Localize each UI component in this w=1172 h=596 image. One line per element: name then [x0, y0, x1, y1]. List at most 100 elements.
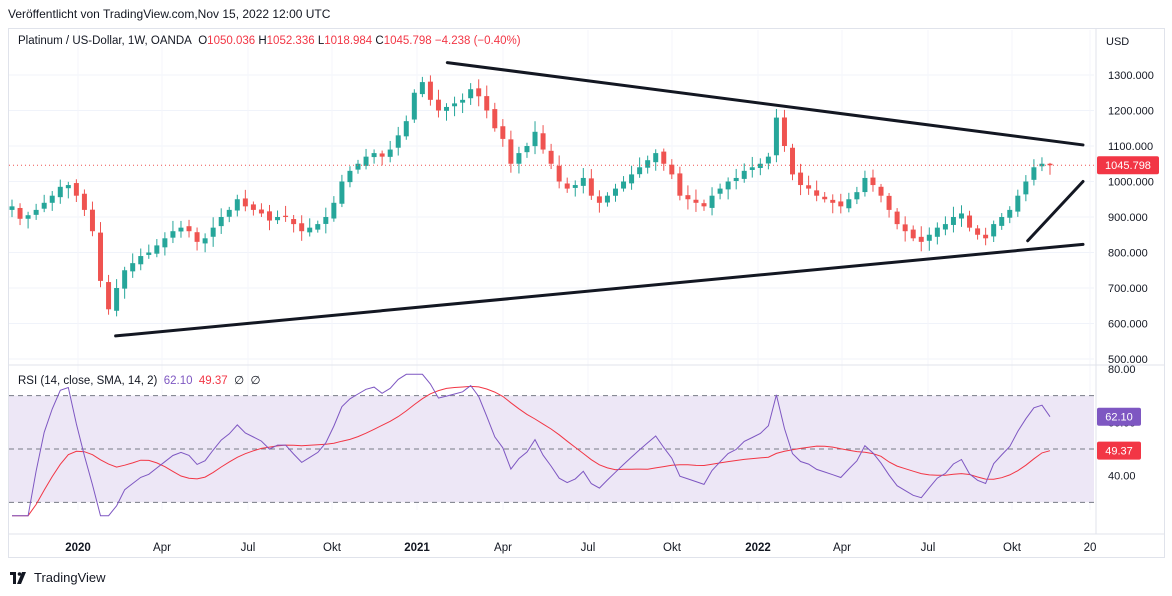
candle [452, 96, 458, 117]
price-axis-tick: 1200.000 [1108, 106, 1154, 118]
candle-body [283, 215, 289, 217]
publish-line: Veröffentlicht von TradingView.com,Nov 1… [8, 7, 331, 21]
candle [347, 166, 353, 188]
candle [25, 211, 31, 229]
candle [435, 89, 441, 118]
tradingview-logo[interactable]: TradingView [10, 570, 106, 585]
candle-body [242, 198, 248, 207]
symbol-label[interactable]: Platinum / US-Dollar, 1W, OANDA [18, 35, 192, 47]
candle [508, 130, 514, 173]
candle [629, 165, 635, 190]
candle-body [588, 178, 594, 196]
time-axis-tick: 2021 [404, 542, 430, 554]
candle [910, 225, 916, 242]
candle-body [757, 163, 763, 169]
candle [580, 168, 586, 194]
candle [283, 205, 289, 222]
candle [685, 185, 691, 210]
candle-body [307, 227, 313, 233]
time-axis-tick: Jul [581, 542, 596, 554]
price-axis-tick: 600.000 [1108, 319, 1148, 331]
candle-body [645, 160, 651, 168]
candle-body [765, 156, 771, 164]
candle [307, 218, 313, 237]
candle [516, 146, 522, 174]
candle-body [950, 217, 956, 225]
candle [532, 121, 538, 155]
candle-body [975, 228, 981, 235]
candle [701, 199, 707, 211]
candle-body [73, 183, 79, 196]
candle [958, 205, 964, 227]
candle [999, 213, 1005, 230]
candle-body [693, 199, 699, 203]
candle-body [299, 223, 305, 232]
candle [572, 180, 578, 197]
candle [468, 83, 474, 105]
candle-body [371, 153, 377, 158]
candle [9, 199, 15, 218]
rsi-sma-badge-text: 49.37 [1105, 446, 1133, 458]
candle-body [677, 173, 683, 196]
time-axis-tick: Okt [663, 542, 682, 554]
candle [942, 216, 948, 236]
candle-body [323, 217, 329, 224]
candle [41, 194, 47, 213]
candle [846, 192, 852, 213]
candle [830, 194, 836, 214]
candle [81, 189, 87, 217]
candle [427, 75, 433, 106]
candle-body [830, 199, 836, 203]
candle [806, 175, 812, 195]
candle-body [202, 238, 208, 244]
candle-body [685, 195, 691, 200]
candle [299, 215, 305, 241]
candle [484, 85, 490, 119]
candle [854, 186, 860, 205]
candle [661, 148, 667, 171]
candle [1031, 159, 1037, 186]
candle-body [492, 109, 498, 129]
candle [975, 225, 981, 240]
candle-body [468, 89, 474, 99]
candle [17, 203, 23, 226]
candle [275, 210, 281, 224]
candle [154, 239, 160, 258]
candle-body [178, 227, 184, 232]
candle-body [548, 150, 554, 164]
price-axis-tick: 800.000 [1108, 248, 1148, 260]
candle-body [741, 170, 747, 179]
candle-body [556, 165, 562, 182]
candle-body [33, 209, 39, 215]
candle-body [870, 177, 876, 186]
rsi-label[interactable]: RSI (14, close, SMA, 14, 2) [18, 375, 158, 387]
candle [363, 148, 369, 170]
candle-body [130, 263, 136, 272]
candle-body [886, 195, 892, 210]
candle [387, 140, 393, 163]
candle [878, 183, 884, 203]
candle-body [942, 224, 948, 230]
time-axis-tick: Apr [833, 542, 851, 554]
candle [564, 177, 570, 193]
rsi-legend: RSI (14, close, SMA, 14, 2) 62.10 49.37 … [18, 373, 261, 387]
candle-body [991, 224, 997, 237]
high-label: H [258, 35, 267, 47]
rsi-value-badge-text: 62.10 [1105, 412, 1133, 424]
candle [186, 219, 192, 238]
candle [226, 206, 232, 223]
candle-body [781, 117, 787, 146]
candle [604, 192, 610, 207]
rsi-value: 62.10 [163, 375, 193, 387]
candle-body [717, 188, 723, 194]
candle-body [379, 153, 385, 157]
candle [556, 155, 562, 189]
candle-body [596, 196, 602, 203]
candle-body [1007, 209, 1013, 218]
rsi-axis-tick: 80.00 [1108, 364, 1136, 376]
candle [411, 89, 417, 123]
time-axis-tick: Okt [323, 542, 342, 554]
candle-body [733, 177, 739, 181]
candle-body [604, 195, 610, 203]
